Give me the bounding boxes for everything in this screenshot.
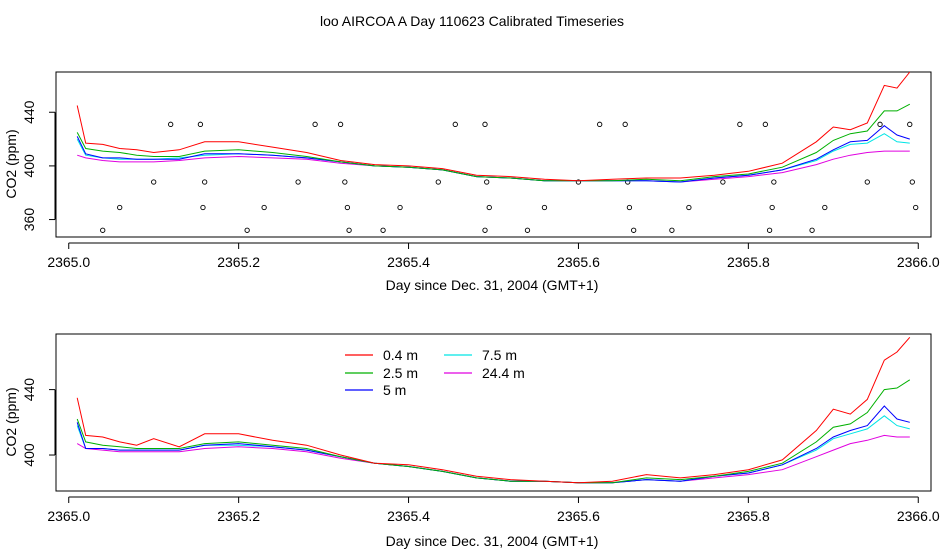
y-tick-label-bottom: 400 bbox=[21, 443, 37, 467]
scatter-point-top bbox=[244, 227, 250, 233]
panel-top: 2365.0 2365.2 2365.4 2365.6 2365.8 2366.0 360 4… bbox=[3, 71, 940, 293]
scatter-point-top bbox=[312, 121, 318, 127]
scatter-point-top bbox=[669, 227, 675, 233]
scatter-point-top bbox=[720, 179, 726, 185]
scatter-point-top bbox=[877, 121, 883, 127]
y-tick-label-top: 440 bbox=[21, 100, 37, 124]
series-lines-top bbox=[76, 71, 911, 183]
scatter-point-top bbox=[202, 179, 208, 185]
x-tick-label-top: 2366.0 bbox=[897, 254, 940, 270]
x-tick-label-bottom: 2365.8 bbox=[727, 508, 770, 524]
scatter-point-top bbox=[686, 204, 692, 211]
scatter-point-top bbox=[541, 204, 548, 211]
legend-label-5m: 5 m bbox=[383, 382, 406, 398]
y-axis-label-bottom: CO2 (ppm) bbox=[3, 387, 19, 456]
y-axis-label-top: CO2 (ppm) bbox=[3, 129, 19, 198]
axes-top: 2365.0 2365.2 2365.4 2365.6 2365.8 2366.0 360 4… bbox=[21, 100, 940, 270]
x-axis-label-top: Day since Dec. 31, 2004 (GMT+1) bbox=[386, 277, 599, 293]
scatter-point-top bbox=[346, 227, 352, 233]
series-line-2-5-m-top bbox=[76, 103, 911, 182]
legend-label-24-4m: 24.4 m bbox=[482, 365, 525, 381]
legend: 0.4 m 2.5 m 5 m 7.5 m 24.4 m bbox=[345, 347, 525, 398]
scatter-point-top bbox=[524, 227, 531, 233]
scatter-point-top bbox=[626, 204, 633, 211]
series-lines-bottom bbox=[76, 336, 911, 484]
scatter-point-top bbox=[913, 204, 919, 211]
scatter-point-top bbox=[197, 121, 204, 127]
scatter-point-top bbox=[337, 121, 344, 127]
scatter-point-top bbox=[597, 121, 603, 127]
scatter-point-top bbox=[200, 204, 206, 211]
x-tick-label-bottom: 2365.2 bbox=[217, 508, 260, 524]
scatter-point-top bbox=[452, 121, 458, 127]
scatter-point-top bbox=[482, 121, 488, 127]
scatter-point-top bbox=[762, 121, 768, 127]
y-tick-label-bottom: 440 bbox=[21, 378, 37, 402]
scatter-point-top bbox=[342, 179, 348, 185]
panel-bottom: 2365.0 2365.2 2365.4 2365.6 2365.8 2366.0 400 4… bbox=[3, 333, 940, 549]
x-tick-label-bottom: 2365.6 bbox=[557, 508, 600, 524]
scatter-point-top bbox=[151, 179, 157, 185]
scatter-point-top bbox=[344, 204, 351, 211]
series-line-24-4-m-bottom bbox=[76, 434, 910, 484]
scatter-point-top bbox=[864, 179, 870, 185]
x-tick-label-top: 2365.4 bbox=[387, 254, 430, 270]
scatter-point-top bbox=[575, 179, 582, 185]
scatter-point-top bbox=[769, 204, 775, 211]
scatter-point-top bbox=[486, 204, 492, 211]
legend-label-2-5m: 2.5 m bbox=[383, 365, 418, 381]
axes-bottom: 2365.0 2365.2 2365.4 2365.6 2365.8 2366.0 400 4… bbox=[21, 378, 940, 524]
x-tick-label-top: 2365.2 bbox=[217, 254, 260, 270]
scatter-point-top bbox=[809, 227, 815, 233]
scatter-point-top bbox=[909, 179, 915, 185]
x-tick-label-bottom: 2366.0 bbox=[897, 508, 940, 524]
legend-label-7-5m: 7.5 m bbox=[482, 347, 517, 363]
scatter-point-top bbox=[397, 204, 403, 211]
scatter-point-top bbox=[482, 227, 488, 233]
scatter-point-top bbox=[261, 204, 267, 211]
scatter-point-top bbox=[771, 179, 777, 185]
plot-frame-bottom bbox=[55, 333, 932, 492]
series-line-0-4-m-bottom bbox=[76, 336, 911, 484]
plot-frame-top bbox=[55, 71, 932, 238]
y-tick-label-top: 400 bbox=[21, 154, 37, 178]
scatter-point-top bbox=[907, 121, 913, 127]
x-tick-label-top: 2365.8 bbox=[727, 254, 770, 270]
series-line-0-4-m-top bbox=[76, 71, 911, 182]
series-line-5-m-top bbox=[76, 125, 910, 183]
scatter-point-top bbox=[822, 204, 828, 211]
scatter-point-top bbox=[380, 227, 386, 233]
scatter-points-top bbox=[100, 121, 919, 233]
scatter-point-top bbox=[766, 227, 773, 233]
scatter-point-top bbox=[737, 121, 743, 127]
scatter-point-top bbox=[295, 179, 301, 185]
series-line-2-5-m-bottom bbox=[76, 379, 911, 484]
scatter-point-top bbox=[484, 179, 490, 185]
y-tick-label-top: 360 bbox=[21, 208, 37, 232]
x-tick-label-top: 2365.6 bbox=[557, 254, 600, 270]
scatter-point-top bbox=[435, 179, 441, 185]
x-tick-label-top: 2365.0 bbox=[47, 254, 90, 270]
scatter-point-top bbox=[622, 121, 628, 127]
x-tick-label-bottom: 2365.0 bbox=[47, 508, 90, 524]
x-axis-label-bottom: Day since Dec. 31, 2004 (GMT+1) bbox=[386, 533, 599, 549]
scatter-point-top bbox=[100, 227, 106, 233]
figure-title: loo AIRCOA A Day 110623 Calibrated Times… bbox=[320, 13, 624, 29]
scatter-point-top bbox=[631, 227, 637, 233]
scatter-point-top bbox=[168, 121, 174, 127]
x-tick-label-bottom: 2365.4 bbox=[387, 508, 430, 524]
legend-label-0-4m: 0.4 m bbox=[383, 347, 418, 363]
scatter-point-top bbox=[117, 204, 123, 211]
